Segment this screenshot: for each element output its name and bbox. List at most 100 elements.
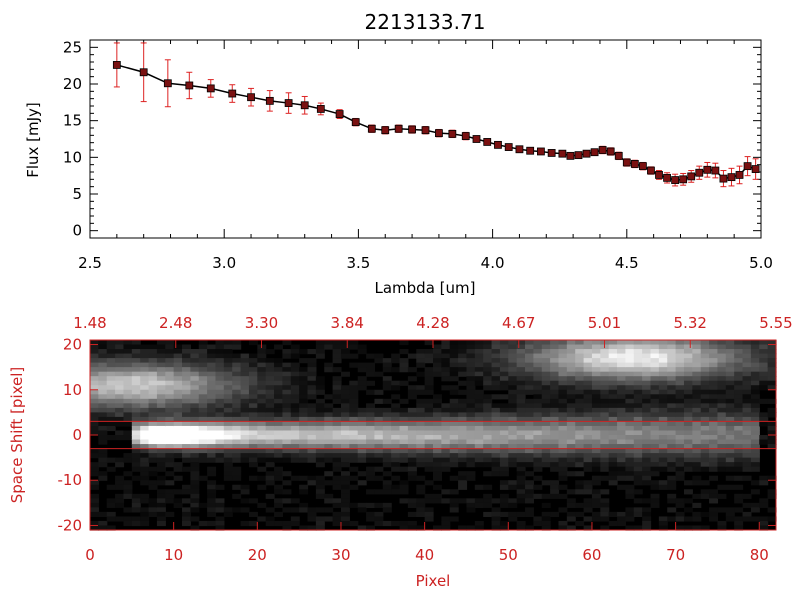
heatmap-cell <box>717 367 727 373</box>
heatmap-cell <box>650 344 660 350</box>
heatmap-cell <box>617 439 627 445</box>
heatmap-cell <box>131 507 141 513</box>
heatmap-cell <box>131 448 141 454</box>
heatmap-cell <box>683 416 693 423</box>
heatmap-cell <box>156 358 166 364</box>
heatmap-cell <box>658 435 668 441</box>
heatmap-cell <box>123 340 133 346</box>
heatmap-cell <box>332 349 342 355</box>
heatmap-cell <box>508 457 518 463</box>
heatmap-cell <box>223 430 233 436</box>
heatmap-cell <box>173 439 183 445</box>
heatmap-cell <box>215 349 225 355</box>
heatmap-cell <box>165 462 175 468</box>
data-point <box>630 160 639 168</box>
heatmap-cell <box>499 385 509 391</box>
heatmap-cell <box>550 353 560 359</box>
heatmap-cell <box>98 525 108 531</box>
heatmap-cell <box>742 444 752 450</box>
heatmap-cell <box>190 358 200 364</box>
heatmap-cell <box>725 340 735 346</box>
heatmap-cell <box>575 403 585 409</box>
heatmap-cell <box>583 502 593 508</box>
heatmap-cell <box>190 425 200 432</box>
heatmap-cell <box>709 398 719 404</box>
heatmap-cell <box>357 430 367 436</box>
heatmap-cell <box>332 439 342 445</box>
heatmap-cell <box>131 340 141 346</box>
heatmap-cell <box>717 457 727 463</box>
heatmap-cell <box>591 344 601 350</box>
heatmap-cell <box>583 453 593 459</box>
heatmap-cell <box>591 376 601 382</box>
heatmap-cell <box>650 380 660 386</box>
heatmap-cell <box>382 448 392 454</box>
heatmap-cell <box>717 344 727 350</box>
heatmap-cell <box>366 362 376 368</box>
heatmap-cell <box>165 453 175 459</box>
heatmap-cell <box>407 407 417 413</box>
heatmap-cell <box>165 389 175 395</box>
heatmap-wavelength-tick-label: 5.32 <box>674 314 707 332</box>
heatmap-cell <box>374 444 384 450</box>
heatmap-cell <box>583 407 593 413</box>
heatmap-cell <box>458 439 468 445</box>
heatmap-cell <box>374 407 384 413</box>
heatmap-cell <box>491 412 501 418</box>
heatmap-cell <box>575 484 585 490</box>
heatmap-cell <box>508 398 518 404</box>
heatmap-cell <box>274 430 284 436</box>
heatmap-cell <box>215 439 225 445</box>
heatmap-cell <box>642 475 652 481</box>
heatmap-cell <box>433 430 442 436</box>
heatmap-cell <box>332 457 342 463</box>
heatmap-cell <box>433 525 442 531</box>
heatmap-cell <box>240 453 250 459</box>
heatmap-cell <box>340 507 350 513</box>
heatmap-cell <box>148 425 158 432</box>
heatmap-cell <box>366 425 376 432</box>
heatmap-cell <box>315 480 325 486</box>
heatmap-cell <box>625 398 635 404</box>
heatmap-cell <box>667 425 677 432</box>
heatmap-cell <box>332 416 342 423</box>
heatmap-cell <box>98 385 108 391</box>
heatmap-cell <box>525 457 534 463</box>
heatmap-cell <box>709 344 719 350</box>
heatmap-cell <box>750 394 760 400</box>
heatmap-cell <box>340 412 350 418</box>
heatmap-cell <box>207 520 217 527</box>
heatmap-cell <box>98 407 108 413</box>
heatmap-cell <box>391 425 401 432</box>
heatmap-cell <box>650 435 660 441</box>
heatmap-cell <box>683 398 693 404</box>
heatmap-cell <box>617 380 627 386</box>
heatmap-cell <box>499 430 509 436</box>
heatmap-cell <box>550 435 560 441</box>
heatmap-cell <box>508 480 518 486</box>
heatmap-cell <box>190 394 200 400</box>
heatmap-cell <box>433 448 442 454</box>
heatmap-cell <box>182 430 191 436</box>
heatmap-cell <box>717 507 727 513</box>
heatmap-cell <box>642 371 652 377</box>
heatmap-cell <box>307 412 317 418</box>
data-point <box>351 118 360 127</box>
heatmap-cell <box>608 340 618 346</box>
heatmap-cell <box>332 340 342 346</box>
heatmap-cell <box>541 439 551 445</box>
heatmap-cell <box>658 520 668 527</box>
heatmap-cell <box>182 371 191 377</box>
heatmap-cell <box>533 385 543 391</box>
heatmap-cell <box>182 403 191 409</box>
heatmap-cell <box>759 498 769 504</box>
heatmap-cell <box>750 457 760 463</box>
heatmap-cell <box>173 353 183 359</box>
heatmap-cell <box>357 425 367 432</box>
heatmap-cell <box>700 439 710 445</box>
heatmap-cell <box>692 457 702 463</box>
heatmap-cell <box>98 439 108 445</box>
heatmap-cell <box>759 439 769 445</box>
heatmap-cell <box>608 444 618 450</box>
